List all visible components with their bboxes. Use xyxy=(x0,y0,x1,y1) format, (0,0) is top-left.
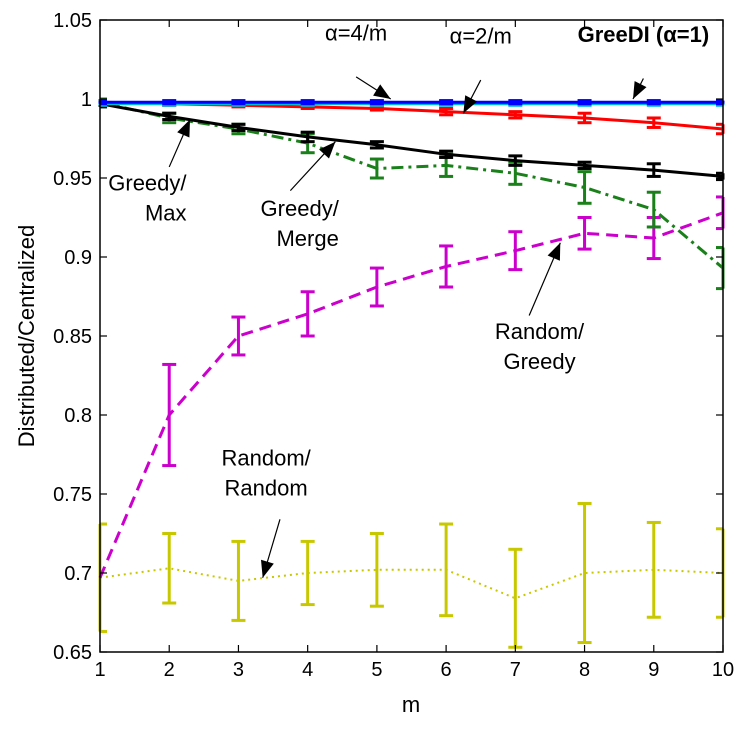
error-bar xyxy=(369,532,384,608)
annotation-greedy_merge: Greedy/Merge xyxy=(261,141,340,251)
series-line-random_random xyxy=(99,567,724,600)
error-bar xyxy=(439,149,454,159)
annotation-text-random_random: Random xyxy=(225,476,308,501)
error-bar xyxy=(369,157,384,180)
annotation-layer: α=4/m α=2/m GreeDI (α=1)Greedy/Max Greedy/M… xyxy=(108,21,709,578)
error-bar xyxy=(646,116,661,129)
y-tick-label: 0.7 xyxy=(64,563,92,585)
annotation-random_random: Random/Random xyxy=(221,446,312,578)
error-bar xyxy=(439,244,454,289)
annotation-text-greedy_merge: Merge xyxy=(276,226,338,251)
plot-area xyxy=(100,20,723,652)
y-tick-label: 0.8 xyxy=(64,405,92,427)
annotation-text-random_random: Random/ xyxy=(221,446,311,471)
annotation-text-greedy_merge: Greedy/ xyxy=(261,196,340,221)
annotation-arrow-head xyxy=(463,95,478,114)
annotation-text-alpha_2_m: α=2/m xyxy=(450,24,512,49)
y-tick-label: 0.95 xyxy=(53,168,92,190)
x-tick-label: 4 xyxy=(302,659,313,681)
y-axis-label: Distributed/Centralized xyxy=(14,225,39,448)
series-greedy_max xyxy=(98,99,725,182)
annotation-text-greedy_max: Max xyxy=(145,201,187,226)
y-tick-label: 0.9 xyxy=(64,247,92,269)
error-bar xyxy=(646,520,661,619)
annotation-text-random_greedy: Greedy xyxy=(503,349,575,374)
annotation-arrow-head xyxy=(261,559,274,578)
error-bar xyxy=(439,106,454,117)
annotation-greedy_max: Greedy/Max xyxy=(108,119,191,226)
series-alpha_4_m xyxy=(98,99,725,106)
x-tick-label: 1 xyxy=(94,659,105,681)
y-tick-label: 1.05 xyxy=(53,10,92,32)
error-bar xyxy=(508,230,523,272)
error-bar xyxy=(231,99,246,106)
error-bar xyxy=(439,99,454,106)
error-bar xyxy=(577,170,592,205)
error-bar xyxy=(439,522,454,618)
error-bar xyxy=(577,160,592,171)
error-bar xyxy=(162,99,177,106)
series-line-greedy_merge xyxy=(99,100,724,270)
x-tick-label: 5 xyxy=(371,659,382,681)
error-bar xyxy=(646,99,661,106)
annotation-arrow-head xyxy=(177,119,190,138)
annotation-greedi: GreeDI (α=1) xyxy=(578,22,710,100)
error-bar xyxy=(369,105,384,112)
error-bar xyxy=(646,162,661,178)
error-bar xyxy=(231,315,246,357)
annotation-text-greedy_max: Greedy/ xyxy=(108,171,187,196)
error-bar xyxy=(300,130,315,144)
annotation-arrow-head xyxy=(319,141,336,159)
annotation-text-alpha_4_m: α=4/m xyxy=(325,21,387,46)
x-tick-label: 7 xyxy=(510,659,521,681)
error-bar xyxy=(162,111,177,122)
annotation-text-random_greedy: Random/ xyxy=(495,319,585,344)
y-tick-label: 0.65 xyxy=(53,642,92,664)
annotation-alpha_2_m: α=2/m xyxy=(450,24,512,114)
error-bar xyxy=(577,501,592,645)
error-bar xyxy=(369,99,384,106)
error-bar xyxy=(577,99,592,106)
error-bar xyxy=(508,154,523,167)
error-bar xyxy=(646,190,661,229)
y-tick-label: 0.75 xyxy=(53,484,92,506)
error-bar xyxy=(162,362,177,468)
x-axis-label: m xyxy=(402,692,420,717)
error-bar xyxy=(300,539,315,607)
series-line-greedy_max xyxy=(99,102,724,178)
x-tick-label: 8 xyxy=(579,659,590,681)
annotation-arrow-head xyxy=(373,84,391,99)
y-tick-label: 0.85 xyxy=(53,326,92,348)
error-bar xyxy=(300,99,315,106)
error-bar xyxy=(508,110,523,120)
series-random_greedy xyxy=(98,195,725,579)
series-random_random xyxy=(98,501,725,649)
error-bar xyxy=(162,532,177,605)
error-bar xyxy=(577,111,592,125)
error-bar xyxy=(508,99,523,106)
x-tick-label: 2 xyxy=(164,659,175,681)
x-tick-label: 9 xyxy=(648,659,659,681)
annotation-arrow-head xyxy=(547,242,561,261)
annotation-text-greedi: GreeDI (α=1) xyxy=(578,22,710,47)
error-bar xyxy=(577,216,592,251)
annotation-arrow-head xyxy=(633,81,647,99)
y-tick-label: 1 xyxy=(81,89,92,111)
error-bar xyxy=(231,122,246,133)
x-tick-label: 3 xyxy=(233,659,244,681)
axis-layer: 1 2 3 4 5 6 7 8 9 10 0.65 0.7 0.75 0.8 0.85 0.9 0.95 1 1.0… xyxy=(53,10,734,681)
error-bar xyxy=(369,266,384,308)
x-tick-label: 10 xyxy=(712,659,734,681)
series-line-random_greedy xyxy=(98,211,724,579)
error-bar xyxy=(369,140,384,150)
x-tick-label: 6 xyxy=(441,659,452,681)
error-bar xyxy=(231,539,246,622)
annotation-random_greedy: Random/Greedy xyxy=(495,242,585,374)
error-bar xyxy=(300,290,315,338)
